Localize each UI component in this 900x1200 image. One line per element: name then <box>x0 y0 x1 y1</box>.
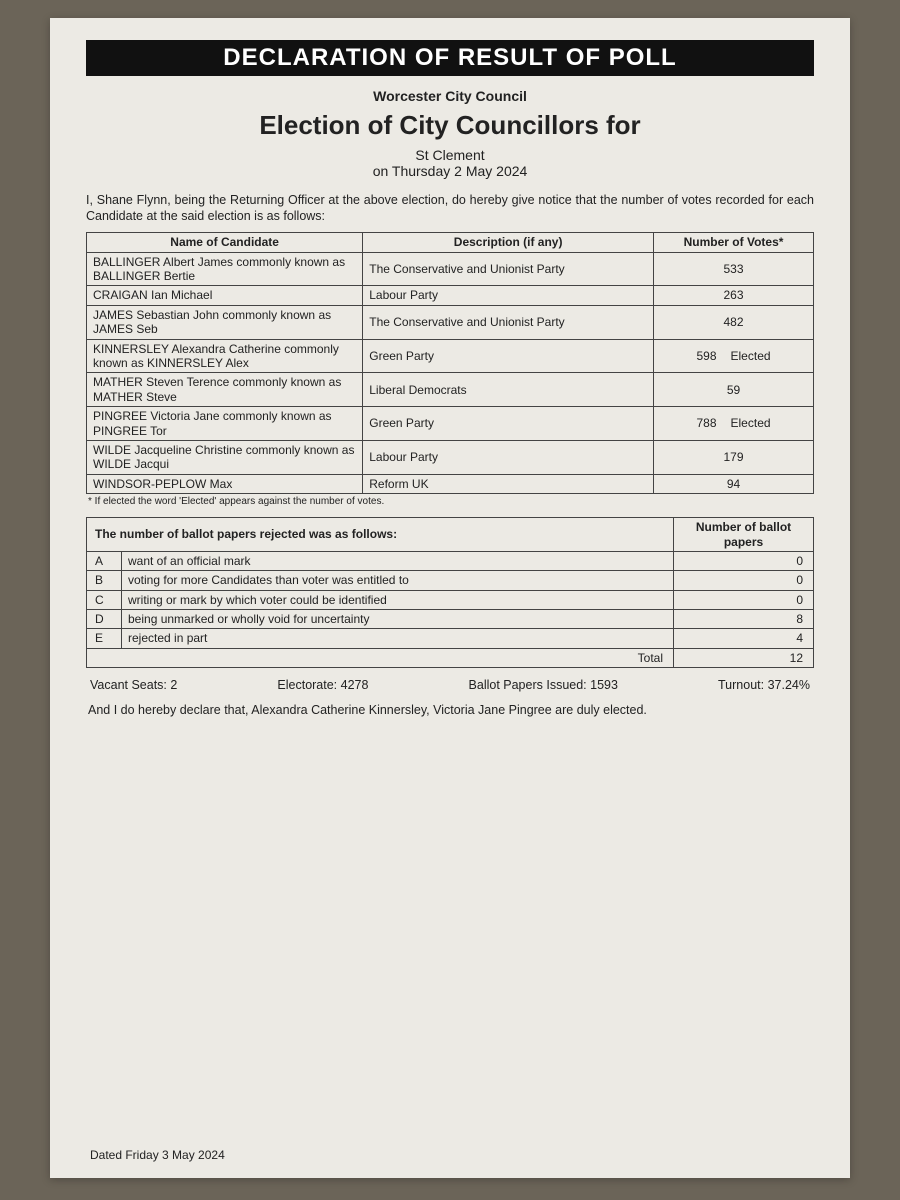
election-title: Election of City Councillors for <box>86 110 814 141</box>
table-header-row: Name of Candidate Description (if any) N… <box>87 233 814 252</box>
table-row: BALLINGER Albert James commonly known as… <box>87 252 814 286</box>
cell-name: WINDSOR-PEPLOW Max <box>87 474 363 493</box>
cell-code: C <box>87 590 122 609</box>
cell-votes: 59 <box>654 373 814 407</box>
cell-desc: Labour Party <box>363 440 654 474</box>
cell-desc: Green Party <box>363 339 654 373</box>
declaration-text: And I do hereby declare that, Alexandra … <box>88 702 812 718</box>
cell-votes: 263 <box>654 286 814 305</box>
table-row: CRAIGAN Ian MichaelLabour Party263 <box>87 286 814 305</box>
dated-line: Dated Friday 3 May 2024 <box>90 1148 225 1162</box>
cell-count: 0 <box>674 590 814 609</box>
cell-name: CRAIGAN Ian Michael <box>87 286 363 305</box>
table-row: Cwriting or mark by which voter could be… <box>87 590 814 609</box>
cell-name: KINNERSLEY Alexandra Catherine commonly … <box>87 339 363 373</box>
table-row: Bvoting for more Candidates than voter w… <box>87 571 814 590</box>
cell-code: E <box>87 629 122 648</box>
cell-code: B <box>87 571 122 590</box>
cell-name: WILDE Jacqueline Christine commonly know… <box>87 440 363 474</box>
ward-name: St Clement <box>86 147 814 163</box>
table-row: MATHER Steven Terence commonly known as … <box>87 373 814 407</box>
results-table: Name of Candidate Description (if any) N… <box>86 232 814 494</box>
table-header-row: The number of ballot papers rejected was… <box>87 518 814 552</box>
stat-electorate: Electorate: 4278 <box>277 678 368 692</box>
cell-desc: The Conservative and Unionist Party <box>363 305 654 339</box>
cell-desc: Liberal Democrats <box>363 373 654 407</box>
stat-turnout: Turnout: 37.24% <box>718 678 810 692</box>
table-row: KINNERSLEY Alexandra Catherine commonly … <box>87 339 814 373</box>
table-row: Erejected in part4 <box>87 629 814 648</box>
cell-code: A <box>87 551 122 570</box>
total-value: 12 <box>674 648 814 667</box>
cell-reason: want of an official mark <box>122 551 674 570</box>
cell-name: PINGREE Victoria Jane commonly known as … <box>87 407 363 441</box>
cell-name: MATHER Steven Terence commonly known as … <box>87 373 363 407</box>
total-row: Total12 <box>87 648 814 667</box>
cell-count: 4 <box>674 629 814 648</box>
stats-row: Vacant Seats: 2 Electorate: 4278 Ballot … <box>90 678 810 692</box>
cell-votes: 598Elected <box>654 339 814 373</box>
table-row: Dbeing unmarked or wholly void for uncer… <box>87 610 814 629</box>
cell-votes: 533 <box>654 252 814 286</box>
rejected-heading: The number of ballot papers rejected was… <box>87 518 674 552</box>
cell-name: JAMES Sebastian John commonly known as J… <box>87 305 363 339</box>
cell-desc: The Conservative and Unionist Party <box>363 252 654 286</box>
cell-desc: Labour Party <box>363 286 654 305</box>
document-page: DECLARATION OF RESULT OF POLL Worcester … <box>50 18 850 1178</box>
table-row: WINDSOR-PEPLOW MaxReform UK94 <box>87 474 814 493</box>
rejected-table: The number of ballot papers rejected was… <box>86 517 814 668</box>
cell-desc: Green Party <box>363 407 654 441</box>
cell-count: 8 <box>674 610 814 629</box>
cell-votes: 788Elected <box>654 407 814 441</box>
cell-desc: Reform UK <box>363 474 654 493</box>
cell-count: 0 <box>674 571 814 590</box>
cell-votes: 179 <box>654 440 814 474</box>
banner-title: DECLARATION OF RESULT OF POLL <box>86 40 814 76</box>
cell-reason: rejected in part <box>122 629 674 648</box>
rejected-count-heading: Number of ballot papers <box>674 518 814 552</box>
cell-reason: being unmarked or wholly void for uncert… <box>122 610 674 629</box>
stat-issued: Ballot Papers Issued: 1593 <box>469 678 618 692</box>
table-row: WILDE Jacqueline Christine commonly know… <box>87 440 814 474</box>
stat-seats: Vacant Seats: 2 <box>90 678 177 692</box>
cell-votes: 482 <box>654 305 814 339</box>
cell-name: BALLINGER Albert James commonly known as… <box>87 252 363 286</box>
col-votes: Number of Votes* <box>654 233 814 252</box>
cell-count: 0 <box>674 551 814 570</box>
cell-reason: writing or mark by which voter could be … <box>122 590 674 609</box>
col-name: Name of Candidate <box>87 233 363 252</box>
intro-paragraph: I, Shane Flynn, being the Returning Offi… <box>86 193 814 224</box>
cell-reason: voting for more Candidates than voter wa… <box>122 571 674 590</box>
results-footnote: * If elected the word 'Elected' appears … <box>88 496 814 507</box>
elected-label: Elected <box>731 349 771 363</box>
cell-code: D <box>87 610 122 629</box>
table-row: JAMES Sebastian John commonly known as J… <box>87 305 814 339</box>
election-date: on Thursday 2 May 2024 <box>86 163 814 179</box>
table-row: PINGREE Victoria Jane commonly known as … <box>87 407 814 441</box>
elected-label: Elected <box>731 416 771 430</box>
council-name: Worcester City Council <box>86 88 814 104</box>
col-desc: Description (if any) <box>363 233 654 252</box>
cell-votes: 94 <box>654 474 814 493</box>
total-label: Total <box>87 648 674 667</box>
table-row: Awant of an official mark0 <box>87 551 814 570</box>
